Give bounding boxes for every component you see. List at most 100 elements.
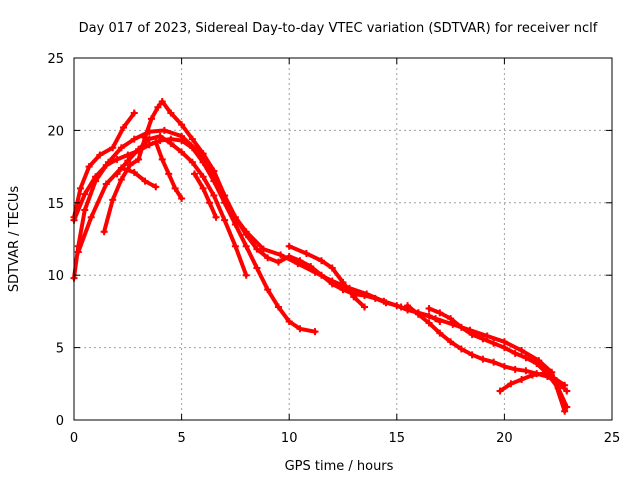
series-arc-8	[192, 171, 218, 220]
data-point	[242, 271, 250, 279]
data-point	[518, 375, 526, 383]
data-point	[371, 294, 379, 302]
data-point	[479, 335, 487, 343]
data-point	[199, 158, 207, 166]
data-point	[130, 109, 138, 117]
data-point	[76, 184, 84, 192]
x-tick-label: 25	[604, 431, 621, 446]
data-point	[479, 355, 487, 363]
y-tick-label: 15	[47, 197, 64, 212]
x-axis-label: GPS time / hours	[285, 459, 394, 474]
data-point	[178, 137, 186, 145]
data-point	[563, 387, 571, 395]
data-point	[167, 109, 175, 117]
data-point	[264, 254, 272, 262]
x-tick-label: 5	[177, 431, 185, 446]
data-point	[259, 245, 267, 253]
data-point	[74, 248, 82, 256]
data-point	[117, 144, 125, 152]
data-point	[117, 176, 125, 184]
data-point	[126, 161, 134, 169]
y-axis-label: SDTVAR / TECUs	[7, 186, 22, 293]
chart-title: Day 017 of 2023, Sidereal Day-to-day VTE…	[79, 21, 598, 36]
data-point	[490, 339, 498, 347]
data-series	[70, 97, 571, 415]
data-point	[206, 199, 214, 207]
data-point	[253, 264, 261, 272]
data-point	[147, 115, 155, 123]
data-point	[113, 170, 121, 178]
data-point	[87, 213, 95, 221]
data-point	[210, 192, 218, 200]
data-point	[152, 183, 160, 191]
data-point	[253, 245, 261, 253]
data-point	[317, 271, 325, 279]
grid	[74, 58, 612, 420]
data-point	[264, 286, 272, 294]
series-arc-11	[427, 306, 569, 409]
data-point	[302, 249, 310, 257]
data-point	[404, 302, 412, 310]
data-point	[447, 315, 455, 323]
data-point	[539, 370, 547, 378]
y-tick-label: 0	[56, 414, 64, 429]
data-point	[100, 228, 108, 236]
data-point	[113, 155, 121, 163]
data-point	[436, 318, 444, 326]
data-point	[382, 299, 390, 307]
data-point	[296, 257, 304, 265]
data-point	[496, 387, 504, 395]
data-point	[554, 384, 562, 392]
data-point	[457, 345, 465, 353]
data-point	[561, 407, 569, 415]
data-point	[158, 97, 166, 105]
data-point	[425, 305, 433, 313]
data-point	[109, 196, 117, 204]
data-point	[231, 213, 239, 221]
data-point	[425, 312, 433, 320]
data-point	[339, 286, 347, 294]
data-point	[447, 338, 455, 346]
data-point	[158, 155, 166, 163]
data-point	[328, 264, 336, 272]
data-point	[188, 135, 196, 143]
data-point	[307, 263, 315, 271]
data-point	[328, 280, 336, 288]
data-point	[141, 134, 149, 142]
data-point	[135, 145, 143, 153]
plot-frame	[73, 57, 613, 421]
data-point	[274, 258, 282, 266]
data-point	[188, 158, 196, 166]
series-arc-1	[72, 128, 567, 414]
data-point	[285, 252, 293, 260]
data-point	[414, 310, 422, 318]
data-point	[522, 354, 530, 362]
data-point	[468, 331, 476, 339]
data-point	[436, 329, 444, 337]
x-tick-label: 0	[70, 431, 78, 446]
x-tick-label: 10	[281, 431, 298, 446]
data-point	[533, 360, 541, 368]
data-point	[178, 194, 186, 202]
data-point	[81, 206, 89, 214]
data-point	[141, 177, 149, 185]
data-point	[109, 144, 117, 152]
data-point	[507, 380, 515, 388]
data-point	[191, 170, 199, 178]
data-point	[274, 303, 282, 311]
data-point	[425, 319, 433, 327]
data-point	[154, 103, 162, 111]
data-point	[563, 403, 571, 411]
y-tick-label: 25	[47, 52, 64, 67]
data-point	[130, 135, 138, 143]
data-point	[361, 303, 369, 311]
data-point	[119, 124, 127, 132]
series-arc-5	[102, 99, 442, 324]
data-point	[178, 121, 186, 129]
y-tick-label: 5	[56, 342, 64, 357]
data-point	[350, 293, 358, 301]
data-point	[160, 126, 168, 134]
data-point	[242, 231, 250, 239]
data-point	[296, 325, 304, 333]
